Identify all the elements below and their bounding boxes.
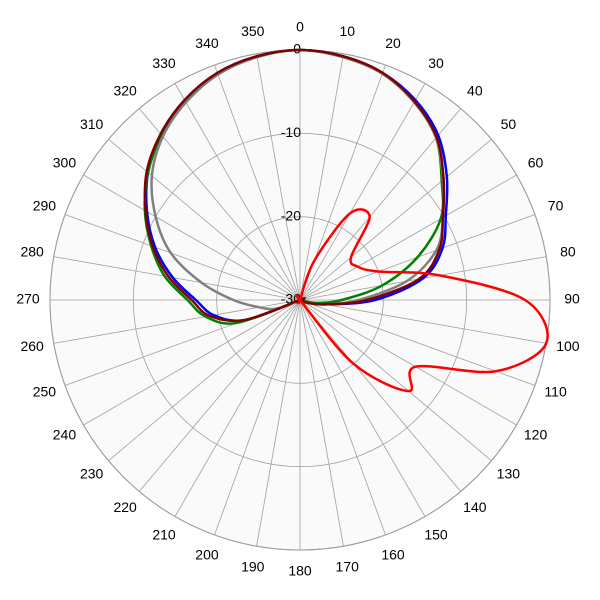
theta-tick-label: 140 bbox=[463, 499, 487, 515]
theta-tick-label: 80 bbox=[560, 243, 576, 259]
spoke bbox=[299, 299, 386, 536]
spoke bbox=[53, 256, 301, 301]
series-line bbox=[294, 208, 549, 393]
spoke bbox=[64, 214, 301, 301]
r-tick-label: -20 bbox=[281, 207, 301, 223]
theta-tick-label: 190 bbox=[241, 559, 265, 575]
spoke bbox=[299, 299, 426, 517]
theta-tick-label: 230 bbox=[80, 466, 104, 482]
spoke bbox=[299, 299, 547, 344]
spoke bbox=[108, 138, 301, 301]
spoke bbox=[214, 64, 301, 301]
theta-tick-label: 340 bbox=[195, 35, 219, 51]
theta-tick-label: 310 bbox=[80, 116, 104, 132]
spoke bbox=[108, 299, 301, 462]
theta-tick-label: 180 bbox=[288, 563, 312, 579]
theta-tick-label: 270 bbox=[16, 291, 40, 307]
theta-tick-label: 320 bbox=[113, 82, 137, 98]
theta-tick-label: 110 bbox=[544, 384, 567, 400]
spoke bbox=[299, 138, 492, 301]
theta-tick-label: 50 bbox=[501, 116, 517, 132]
theta-tick-label: 200 bbox=[195, 546, 219, 562]
spoke bbox=[256, 299, 301, 547]
theta-tick-label: 120 bbox=[524, 427, 548, 443]
theta-tick-label: 210 bbox=[152, 526, 176, 542]
spoke bbox=[299, 299, 517, 426]
theta-tick-label: 350 bbox=[241, 23, 265, 39]
theta-tick-label: 20 bbox=[385, 35, 401, 51]
theta-tick-label: 100 bbox=[556, 338, 580, 354]
spoke bbox=[299, 174, 517, 301]
theta-tick-label: 60 bbox=[528, 155, 544, 171]
spoke bbox=[299, 53, 344, 301]
theta-tick-label: 160 bbox=[381, 546, 405, 562]
theta-tick-label: 130 bbox=[497, 466, 521, 482]
ring bbox=[216, 216, 384, 384]
spoke bbox=[299, 299, 492, 462]
theta-tick-label: 0 bbox=[296, 19, 304, 35]
theta-tick-label: 220 bbox=[113, 499, 137, 515]
theta-tick-label: 290 bbox=[33, 198, 57, 214]
spoke bbox=[83, 299, 301, 426]
theta-tick-label: 10 bbox=[339, 23, 355, 39]
spoke bbox=[256, 53, 301, 301]
theta-tick-label: 30 bbox=[428, 55, 444, 71]
theta-tick-label: 90 bbox=[564, 291, 580, 307]
theta-tick-label: 150 bbox=[424, 526, 448, 542]
spoke bbox=[83, 174, 301, 301]
spoke bbox=[214, 299, 301, 536]
theta-tick-label: 280 bbox=[20, 243, 44, 259]
spoke bbox=[299, 83, 426, 301]
theta-tick-label: 250 bbox=[33, 384, 57, 400]
spoke bbox=[138, 108, 301, 301]
theta-tick-label: 330 bbox=[152, 55, 176, 71]
spoke bbox=[299, 299, 344, 547]
spoke bbox=[299, 299, 462, 492]
spoke bbox=[138, 299, 301, 492]
theta-tick-label: 300 bbox=[53, 155, 77, 171]
r-tick-label: -0 bbox=[289, 41, 302, 57]
spoke bbox=[299, 108, 462, 301]
ring bbox=[132, 132, 468, 468]
theta-tick-label: 240 bbox=[53, 427, 77, 443]
r-tick-label: -10 bbox=[281, 124, 301, 140]
spoke bbox=[174, 299, 301, 517]
spoke bbox=[174, 83, 301, 301]
theta-tick-label: 40 bbox=[467, 82, 483, 98]
theta-tick-label: 260 bbox=[20, 338, 44, 354]
theta-tick-label: 170 bbox=[336, 559, 360, 575]
theta-tick-label: 70 bbox=[548, 198, 564, 214]
